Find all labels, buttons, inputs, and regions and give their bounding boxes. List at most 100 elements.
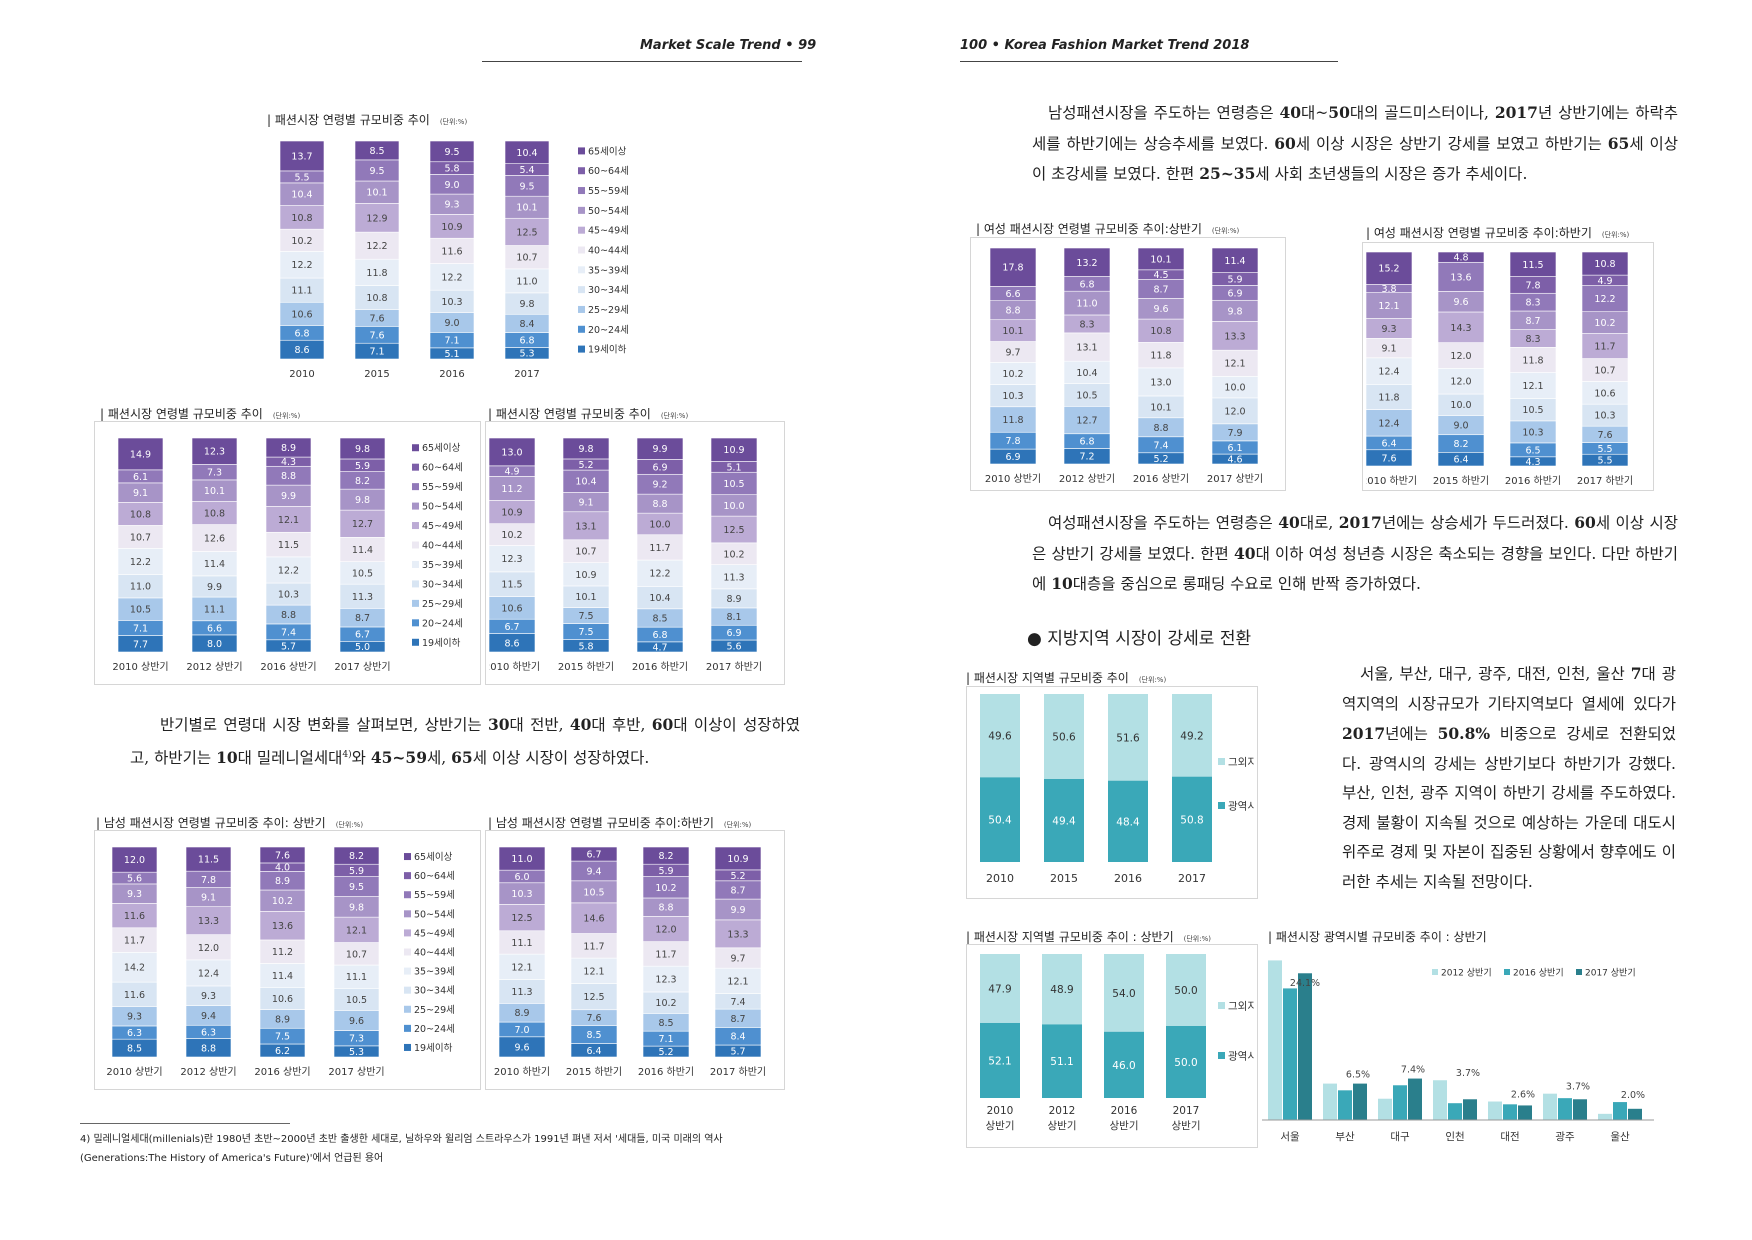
data-label: 8.8 xyxy=(1005,306,1020,317)
paragraph-segment: 40 xyxy=(1278,513,1300,532)
bar-segment xyxy=(1042,1024,1082,1098)
bar-segment xyxy=(504,268,550,294)
header-rule-right xyxy=(960,61,1338,62)
data-label: 5.9 xyxy=(1227,274,1242,285)
chart-age-share-h1: 7.7 7.1 10.5 11.0 12.2 10.7 10.8 9.1 6.1 14.9 2010… xyxy=(112,437,463,673)
legend-label: 60~64세 xyxy=(588,166,629,177)
data-label: 9.7 xyxy=(1005,348,1020,359)
data-label: 10.3 xyxy=(1594,411,1615,422)
data-label: 12.2 xyxy=(1594,294,1615,305)
x-tick-label: 2016 xyxy=(1114,872,1142,885)
bar-segment xyxy=(185,846,232,872)
bar xyxy=(1598,1113,1612,1120)
paragraph-segment: 40 xyxy=(1234,543,1256,563)
x-tick-label: 인천 xyxy=(1445,1131,1464,1143)
footnote-millennials: 4) 밀레니얼세대(millenials)란 1980년 초반~2000년 초반… xyxy=(80,1134,723,1164)
data-label: 48.4 xyxy=(1116,816,1140,828)
data-label: 4.9 xyxy=(504,467,519,478)
data-label: 9.9 xyxy=(281,491,296,502)
bar xyxy=(1393,1085,1407,1120)
bar-segment xyxy=(185,934,232,961)
data-label: 10.8 xyxy=(130,509,151,520)
data-label: 6.8 xyxy=(1079,279,1094,290)
bar-segment xyxy=(1437,368,1485,395)
legend-swatch xyxy=(1218,1002,1225,1009)
chart-title-men-h1: | 남성 패션시장 연령별 규모비중 추이: 상반기 (단위:%) xyxy=(96,816,364,830)
legend-swatch xyxy=(412,560,419,568)
data-label: 10.9 xyxy=(575,570,596,581)
legend-swatch xyxy=(412,444,419,452)
x-tick-label: 2016 상반기 xyxy=(254,1066,310,1078)
bar-segment xyxy=(1108,694,1148,781)
chart-title-women-h1: | 여성 패션시장 연령별 규모비중 추이:상반기 (단위:%) xyxy=(976,222,1240,236)
bar-segment xyxy=(714,919,762,949)
data-label: 6.1 xyxy=(133,472,148,483)
bar-segment xyxy=(429,263,475,291)
paragraph-segment: 년에는 상승세가 두드러졌다. xyxy=(1381,514,1575,532)
x-tick-label: 상반기 xyxy=(986,1120,1015,1132)
data-label: 12.2 xyxy=(278,565,299,576)
paragraph-segment: 대의 골드미스터이나, xyxy=(1349,104,1495,122)
data-label: 3.7% xyxy=(1566,1082,1590,1093)
bar-segment xyxy=(279,277,325,303)
data-label: 10.5 xyxy=(583,887,604,898)
x-tick-label: 2017 상반기 xyxy=(328,1066,384,1078)
paragraph-segment: 10 xyxy=(216,747,238,767)
data-label: 5.2 xyxy=(1153,454,1168,465)
legend-label: 광역시 xyxy=(1228,801,1254,813)
bar-segment xyxy=(1044,694,1084,780)
data-label: 7.6 xyxy=(1597,430,1612,441)
data-label: 11.4 xyxy=(352,545,373,556)
data-label: 5.7 xyxy=(730,1047,745,1058)
data-label: 9.5 xyxy=(444,147,459,158)
data-label: 49.4 xyxy=(1052,816,1076,828)
data-label: 11.3 xyxy=(352,592,373,603)
data-label: 5.2 xyxy=(658,1047,673,1058)
data-label: 10.4 xyxy=(1076,368,1097,379)
data-label: 11.0 xyxy=(511,854,532,865)
data-label: 10.2 xyxy=(655,883,676,894)
data-label: 9.3 xyxy=(1381,324,1396,335)
data-label: 10.0 xyxy=(1224,383,1245,394)
data-label: 13.6 xyxy=(272,921,293,932)
bar-segment xyxy=(1137,247,1185,271)
data-label: 8.9 xyxy=(281,443,296,454)
data-label: 11.2 xyxy=(272,947,293,958)
data-label: 9.8 xyxy=(519,299,534,310)
data-label: 12.1 xyxy=(278,515,299,526)
paragraph-segment: 대 전반, xyxy=(509,716,570,734)
legend-label: 45~49세 xyxy=(422,521,463,532)
x-tick-label: 2012 상반기 xyxy=(1059,473,1115,485)
bar-segment xyxy=(989,406,1037,433)
data-label: 6.9 xyxy=(1227,288,1242,299)
data-label: 11.1 xyxy=(204,604,225,615)
bar xyxy=(1573,1099,1587,1120)
data-label: 9.9 xyxy=(207,582,222,593)
data-label: 10.7 xyxy=(346,949,367,960)
chart-women-h2: 7.6 6.4 12.4 11.8 12.4 9.1 9.3 12.1 3.8 15.2 2010 … xyxy=(1366,251,1633,486)
data-label: 12.1 xyxy=(1224,359,1245,370)
x-tick-label: 2015 하반기 xyxy=(558,660,614,673)
x-tick-label: 2017 xyxy=(1178,872,1206,885)
legend-swatch xyxy=(404,986,411,994)
bar-segment xyxy=(980,777,1020,862)
bar-segment xyxy=(489,545,536,573)
data-label: 4.6 xyxy=(1227,455,1242,466)
data-label: 5.6 xyxy=(127,874,142,885)
paragraph-segment: 65 xyxy=(1607,133,1630,153)
data-label: 49.6 xyxy=(988,731,1012,743)
data-label: 7.1 xyxy=(444,336,459,347)
paragraph-segment: 년 상반기에는 하락추세를 하반기에는 상승추세를 보였다. xyxy=(1032,104,1679,153)
data-label: 10.2 xyxy=(1002,369,1023,380)
chart-region: 49.6 50.4 2010 50.6 49.4 2015 51.6 48.4 2016 49.2… xyxy=(980,694,1254,885)
data-label: 13.2 xyxy=(1076,258,1097,269)
data-label: 9.8 xyxy=(355,495,370,506)
data-label: 2.0% xyxy=(1621,1090,1645,1101)
data-label: 15.2 xyxy=(1378,264,1399,275)
data-label: 5.5 xyxy=(294,172,309,183)
paragraph-segment: 10 xyxy=(1051,574,1073,593)
bar-segment xyxy=(714,967,762,994)
legend-swatch xyxy=(404,967,411,975)
data-label: 7.5 xyxy=(578,611,593,622)
paragraph-segment: 2017 xyxy=(1342,724,1386,743)
